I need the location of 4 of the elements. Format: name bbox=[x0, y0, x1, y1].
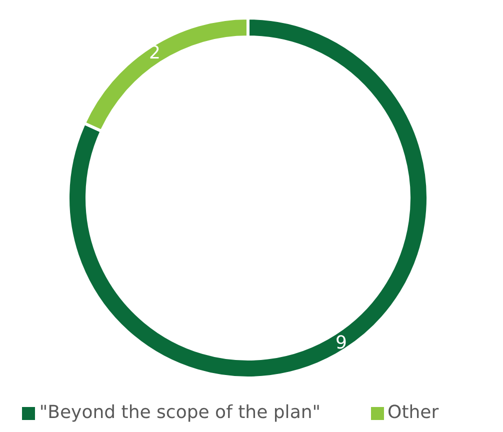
data-label: 9 bbox=[336, 332, 347, 354]
legend-label: Other bbox=[388, 402, 439, 423]
donut-slice bbox=[66, 16, 430, 380]
legend-label: "Beyond the scope of the plan" bbox=[39, 402, 321, 423]
